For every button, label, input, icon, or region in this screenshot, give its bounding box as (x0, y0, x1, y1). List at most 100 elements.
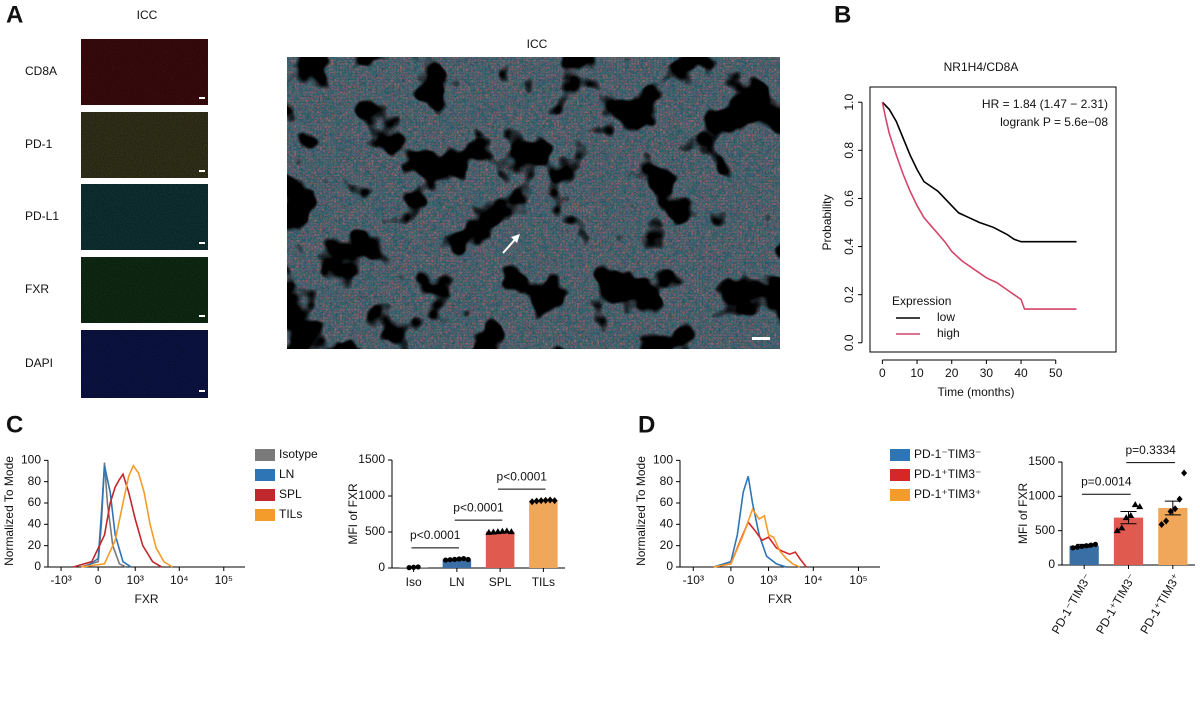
arrow-head (511, 234, 520, 243)
data-point (529, 498, 536, 506)
micrographs: CD8A PD-1 PD-L1 FXR DAPI (25, 39, 208, 398)
legend-label: PD-1⁺TIM3⁻ (914, 467, 981, 481)
significance-label: p<0.0001 (453, 500, 504, 514)
legend-label: low (937, 310, 955, 324)
y-tick-label: 40 (660, 517, 674, 531)
data-point (1172, 505, 1179, 513)
y-tick-label: 0 (378, 560, 385, 574)
data-point (503, 527, 511, 534)
y-axis-label: Normalized To Mode (2, 456, 16, 566)
x-tick-label: 10³ (760, 573, 777, 587)
chart-title: NR1H4/CD8A (944, 60, 1019, 74)
annotation: logrank P = 5.6e−08 (1000, 115, 1108, 129)
legend-title: Expression (892, 294, 951, 308)
bar (1158, 508, 1188, 565)
data-point (1163, 517, 1170, 525)
y-tick-label: 0 (34, 559, 41, 573)
y-tick-label: 40 (28, 517, 42, 531)
legend-swatch (255, 469, 275, 481)
panel-letter: A (6, 1, 23, 28)
data-point (1176, 495, 1183, 503)
data-point (415, 564, 421, 570)
scale-bar (199, 390, 205, 392)
x-tick-label: SPL (489, 575, 512, 589)
y-tick-label: 60 (660, 495, 674, 509)
bar (485, 531, 515, 568)
data-point (443, 557, 449, 563)
series-line (73, 472, 163, 568)
x-tick-label: -10³ (683, 573, 704, 587)
significance-label: p<0.0001 (497, 469, 548, 483)
x-tick-label: 10⁴ (170, 573, 189, 587)
y-tick-label: 0.2 (842, 286, 856, 303)
data-point (1136, 503, 1144, 510)
legend-label: PD-1⁻TIM3⁻ (914, 447, 981, 461)
y-tick-label: 0 (666, 559, 673, 573)
legend-swatch (255, 489, 275, 501)
y-axis-label: MFI of FXR (346, 483, 360, 545)
image-grain (81, 330, 208, 398)
image-grain (81, 112, 208, 178)
x-tick-label: PD-1⁻TIM3⁻ (1049, 571, 1095, 636)
x-tick-label: PD-1⁺TIM3⁺ (1137, 571, 1183, 636)
y-axis-label: Normalized To Mode (634, 456, 648, 566)
channel-label: PD-1 (25, 137, 53, 151)
series-line (713, 476, 787, 568)
data-point (1131, 501, 1139, 508)
lumen (287, 57, 780, 349)
data-point (1118, 524, 1126, 531)
series-line (713, 520, 807, 568)
data-point (1074, 544, 1081, 550)
data-point (507, 528, 515, 535)
data-point (1113, 527, 1121, 534)
x-tick-label: 40 (1014, 366, 1028, 380)
y-tick-label: 80 (28, 474, 42, 488)
bar (442, 559, 472, 568)
x-tick-label: Iso (406, 575, 422, 589)
y-tick-label: 1500 (1028, 454, 1055, 468)
legend-swatch (890, 449, 910, 461)
channel-label: FXR (25, 282, 49, 296)
data-point (1167, 507, 1174, 515)
x-tick-label: -10³ (50, 573, 71, 587)
legend-label: high (937, 326, 960, 340)
legend-label: TILs (279, 507, 302, 521)
data-point (547, 496, 554, 504)
legend-label: Isotype (279, 447, 318, 461)
y-tick-label: 1000 (1028, 489, 1055, 503)
y-tick-label: 1500 (358, 452, 385, 466)
image-title: ICC (137, 8, 158, 22)
bar (529, 500, 558, 568)
x-tick-label: PD-1⁺TIM3⁻ (1093, 571, 1139, 636)
channel-label: PD-L1 (25, 209, 59, 223)
merged-micrograph (287, 57, 780, 349)
scale-bar (199, 315, 205, 317)
legend-label: PD-1⁺TIM3⁺ (914, 487, 981, 501)
data-point (542, 496, 549, 504)
y-tick-label: 1.0 (842, 94, 856, 111)
x-tick-label: 10 (910, 366, 924, 380)
scale-bar (752, 337, 770, 340)
x-tick-label: 0 (879, 366, 886, 380)
x-tick-label: 0 (728, 573, 735, 587)
data-point (452, 556, 458, 562)
significance-label: p=0.3334 (1125, 443, 1176, 457)
y-axis-label: Probability (820, 194, 834, 250)
y-tick-label: 20 (28, 538, 42, 552)
y-tick-label: 0.4 (842, 238, 856, 255)
x-tick-label: 20 (945, 366, 959, 380)
significance-label: p=0.0014 (1081, 474, 1132, 488)
data-point (1158, 520, 1165, 528)
y-tick-label: 500 (1035, 523, 1055, 537)
significance-label: p<0.0001 (410, 528, 461, 542)
x-axis-label: Time (months) (938, 385, 1015, 399)
y-tick-label: 500 (365, 524, 385, 538)
image-grain (81, 184, 208, 250)
series-line (80, 464, 173, 568)
data-point (1083, 543, 1090, 549)
panel-letter: D (638, 411, 655, 438)
y-tick-label: 1000 (358, 488, 385, 502)
scale-bar (199, 242, 205, 244)
